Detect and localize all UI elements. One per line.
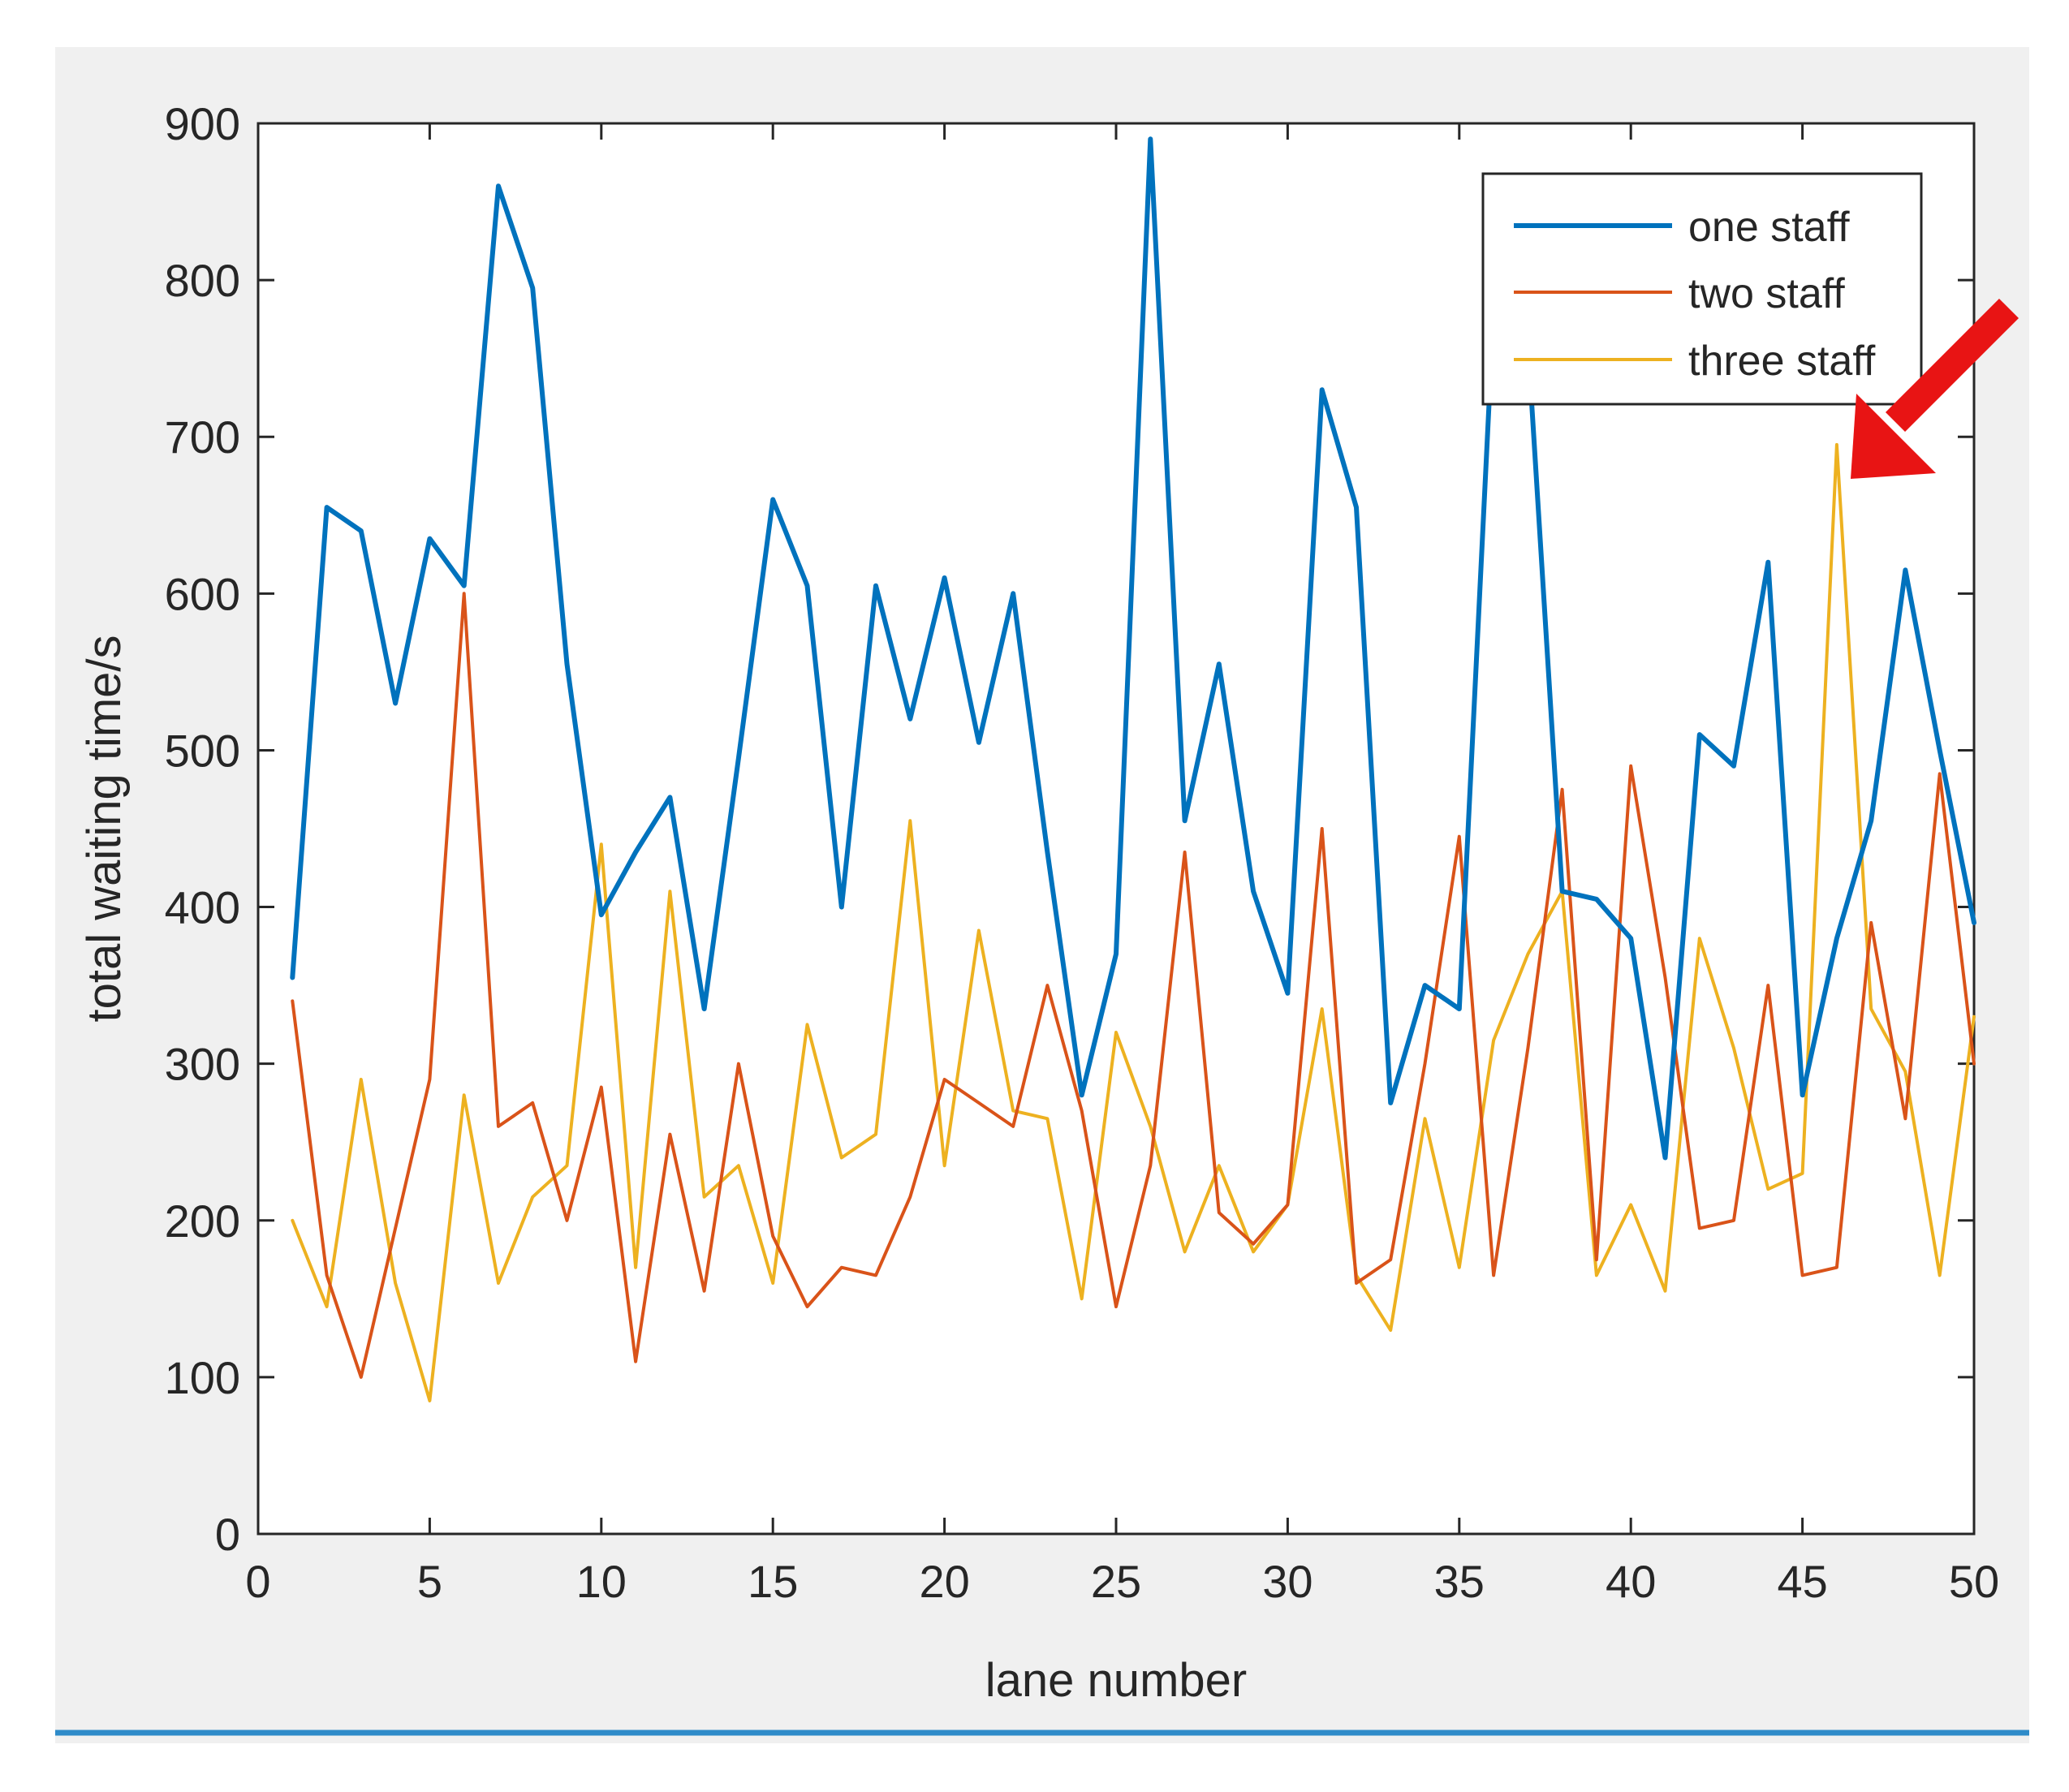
x-tick-label: 25 xyxy=(1091,1556,1141,1607)
x-tick-label: 50 xyxy=(1949,1556,1999,1607)
x-tick-label: 30 xyxy=(1262,1556,1313,1607)
y-axis-label: total waiting time/s xyxy=(78,635,131,1022)
y-tick-label: 0 xyxy=(215,1509,240,1560)
series-line-one-staff xyxy=(290,136,1976,1161)
red-arrow-shaft xyxy=(1885,298,2019,433)
x-tick-label: 10 xyxy=(576,1556,627,1607)
series-line-three-staff xyxy=(291,442,1976,1402)
series-lines xyxy=(290,136,1976,1402)
y-tick-label: 600 xyxy=(165,568,240,619)
legend-label-two-staff: two staff xyxy=(1688,270,1845,317)
y-tick-label: 400 xyxy=(165,882,240,933)
red-arrow-annotation xyxy=(1851,298,2019,479)
y-tick-label: 200 xyxy=(165,1195,240,1247)
x-tick-label: 35 xyxy=(1434,1556,1485,1607)
y-tick-label: 700 xyxy=(165,411,240,463)
x-tick-label: 5 xyxy=(417,1556,442,1607)
y-tick-label: 100 xyxy=(165,1352,240,1403)
series-line-two-staff xyxy=(291,592,1976,1379)
x-tick-label: 15 xyxy=(748,1556,798,1607)
legend-label-three-staff: three staff xyxy=(1688,338,1876,385)
x-tick-label: 40 xyxy=(1606,1556,1656,1607)
x-tick-label: 20 xyxy=(919,1556,969,1607)
x-tick-label: 45 xyxy=(1777,1556,1827,1607)
y-tick-label: 800 xyxy=(165,255,240,306)
y-tick-label: 300 xyxy=(165,1039,240,1090)
x-tick-label: 0 xyxy=(245,1556,270,1607)
legend-label-one-staff: one staff xyxy=(1688,204,1850,251)
y-tick-label: 900 xyxy=(165,98,240,149)
red-arrow-head xyxy=(1851,394,1936,479)
legend-box xyxy=(1481,172,1923,406)
legend: one staff two staff three staff xyxy=(1481,172,1923,406)
x-axis-label: lane number xyxy=(985,1654,1247,1707)
axis-ticks: 0 5 10 15 20 25 30 35 40 45 5001002003004005006007… xyxy=(165,98,2000,1607)
y-tick-label: 500 xyxy=(165,725,240,776)
